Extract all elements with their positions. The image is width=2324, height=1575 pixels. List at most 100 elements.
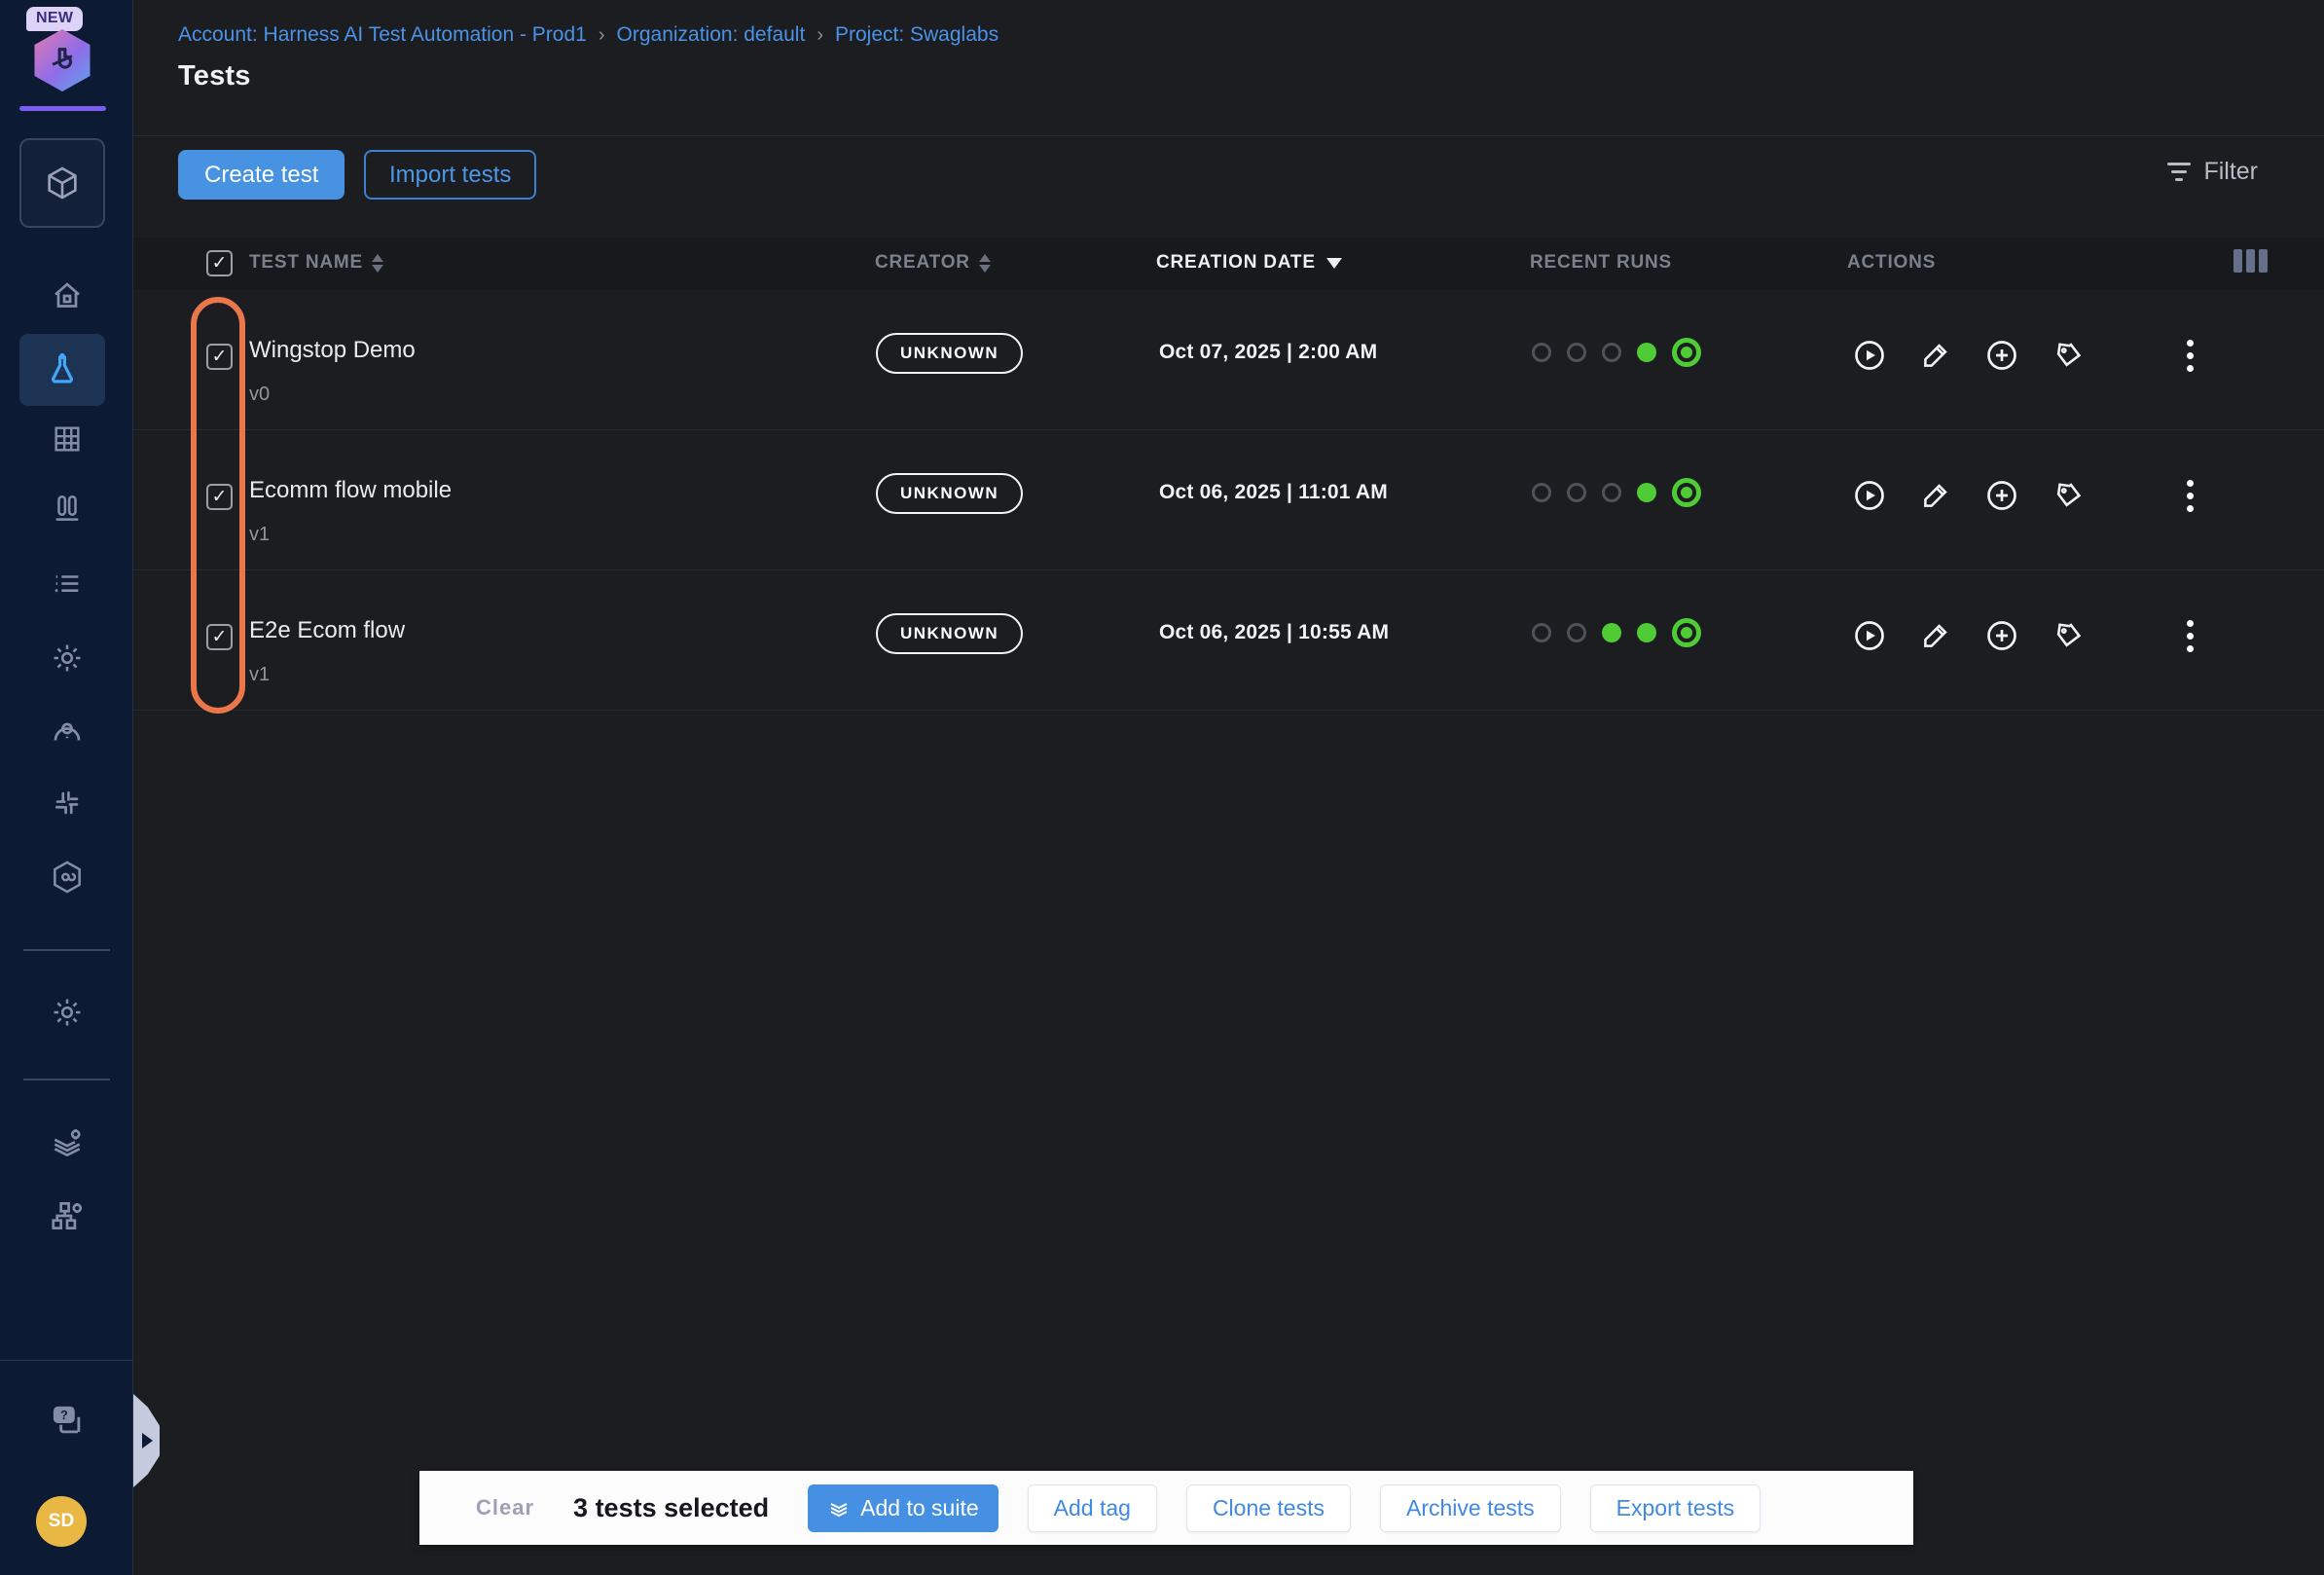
breadcrumb-organization[interactable]: Organization: default [616, 23, 806, 46]
module-switcher-button[interactable] [19, 138, 105, 228]
sidebar-divider [23, 1079, 110, 1081]
clear-selection-button[interactable]: Clear [476, 1495, 535, 1520]
clone-tests-button[interactable]: Clone tests [1185, 1483, 1351, 1532]
edit-test-button[interactable] [1917, 477, 1954, 514]
chevron-right-icon [142, 1433, 153, 1448]
layers-gear-icon [54, 1129, 81, 1157]
more-options-button[interactable] [2187, 479, 2194, 512]
run-status-dot-pass [1637, 343, 1656, 362]
grid-icon [54, 426, 80, 452]
creation-date: Oct 07, 2025 | 2:00 AM [1159, 341, 1378, 363]
row-actions [1851, 477, 2194, 514]
sidebar-item-layers-settings[interactable] [0, 1124, 133, 1161]
creation-date: Oct 06, 2025 | 10:55 AM [1159, 621, 1390, 643]
add-to-suite-row-button[interactable] [1983, 477, 2020, 514]
sidebar-item-project-settings[interactable] [0, 995, 133, 1030]
sidebar-item-list[interactable] [0, 568, 133, 602]
run-test-button[interactable] [1851, 477, 1888, 514]
sidebar-item-suites[interactable] [0, 493, 133, 526]
sort-icon [978, 253, 991, 273]
test-name[interactable]: Ecomm flow mobile [249, 477, 453, 503]
column-settings-icon[interactable] [2233, 249, 2268, 273]
column-header-creation-date[interactable]: CREATION DATE [1156, 252, 1342, 274]
run-test-button[interactable] [1851, 337, 1888, 374]
run-status-dot-empty [1532, 483, 1551, 502]
sidebar-item-user-search[interactable] [0, 713, 133, 748]
test-name[interactable]: E2e Ecom flow [249, 617, 406, 643]
tag-icon [2056, 343, 2082, 367]
test-name[interactable]: Wingstop Demo [249, 337, 416, 363]
sidebar-item-help[interactable]: ? [0, 1402, 133, 1439]
sort-icon [371, 253, 383, 273]
sidebar-item-integrations[interactable] [0, 787, 133, 820]
run-status-dot-latest [1672, 618, 1701, 647]
play-circle-icon [1855, 481, 1884, 510]
add-to-suite-button[interactable]: Add to suite [808, 1483, 999, 1532]
sidebar-item-tests-active[interactable] [19, 334, 105, 406]
cube-icon [48, 166, 77, 200]
creator-badge: UNKNOWN [876, 333, 1024, 374]
add-tag-button[interactable]: Add tag [1027, 1483, 1157, 1532]
select-all-checkbox[interactable]: ✓ [206, 250, 233, 276]
run-status-dot-empty [1602, 483, 1621, 502]
run-status-dot-pass [1637, 623, 1656, 642]
user-search-icon [54, 722, 80, 741]
gear-icon [54, 644, 80, 672]
test-version: v0 [249, 384, 271, 405]
tag-row-button[interactable] [2050, 477, 2087, 514]
pencil-icon [1924, 484, 1947, 507]
sidebar-item-settings[interactable] [0, 641, 133, 676]
run-status-dot-empty [1567, 343, 1586, 362]
archive-tests-button[interactable]: Archive tests [1380, 1483, 1561, 1532]
run-test-button[interactable] [1851, 617, 1888, 654]
row-checkbox[interactable]: ✓ [206, 484, 233, 510]
help-chat-icon: ? [53, 1406, 80, 1434]
add-to-suite-row-button[interactable] [1983, 617, 2020, 654]
column-header-test-name[interactable]: TEST NAME [249, 252, 383, 274]
run-status-dot-empty [1532, 623, 1551, 642]
breadcrumb: Account: Harness AI Test Automation - Pr… [178, 23, 999, 47]
table-row: ✓ E2e Ecom flow v1 UNKNOWN Oct 06, 2025 … [133, 570, 2324, 711]
recent-runs [1532, 337, 1701, 368]
column-header-creator[interactable]: CREATOR [875, 252, 991, 274]
row-actions [1851, 617, 2194, 654]
tag-row-button[interactable] [2050, 337, 2087, 374]
user-avatar[interactable]: SD [36, 1496, 87, 1547]
test-rows: ✓ Wingstop Demo v0 UNKNOWN Oct 07, 2025 … [133, 290, 2324, 711]
edit-test-button[interactable] [1917, 337, 1954, 374]
play-circle-icon [1855, 341, 1884, 370]
tag-row-button[interactable] [2050, 617, 2087, 654]
recent-runs [1532, 617, 1701, 648]
sidebar-item-grid[interactable] [0, 422, 133, 456]
list-icon [54, 575, 78, 593]
sidebar-item-home[interactable] [0, 278, 133, 313]
more-options-button[interactable] [2187, 619, 2194, 652]
more-options-button[interactable] [2187, 339, 2194, 372]
sidebar-item-org-settings[interactable] [0, 1197, 133, 1234]
breadcrumb-project[interactable]: Project: Swaglabs [834, 23, 999, 46]
run-status-dot-empty [1567, 483, 1586, 502]
sidebar-item-chain[interactable] [0, 859, 133, 896]
harness-ait-logo-icon[interactable] [34, 29, 91, 92]
breadcrumb-account[interactable]: Account: Harness AI Test Automation - Pr… [178, 23, 587, 46]
export-tests-button[interactable]: Export tests [1589, 1483, 1761, 1532]
add-to-suite-row-button[interactable] [1983, 337, 2020, 374]
row-checkbox[interactable]: ✓ [206, 344, 233, 370]
slack-icon [54, 791, 78, 815]
create-test-button[interactable]: Create test [178, 150, 345, 200]
column-header-recent-runs: RECENT RUNS [1530, 252, 1673, 273]
filter-icon [2167, 158, 2192, 186]
sort-desc-icon [1325, 257, 1342, 269]
run-status-dot-empty [1532, 343, 1551, 362]
filter-button[interactable]: Filter [2167, 158, 2258, 186]
row-actions [1851, 337, 2194, 374]
gear-icon [54, 999, 80, 1026]
edit-test-button[interactable] [1917, 617, 1954, 654]
row-checkbox[interactable]: ✓ [206, 624, 233, 650]
main-content: Account: Harness AI Test Automation - Pr… [133, 0, 2324, 1575]
play-circle-icon [1855, 621, 1884, 650]
creation-date: Oct 06, 2025 | 11:01 AM [1159, 481, 1388, 503]
import-tests-button[interactable]: Import tests [364, 150, 537, 200]
plus-circle-icon [1987, 341, 2016, 370]
